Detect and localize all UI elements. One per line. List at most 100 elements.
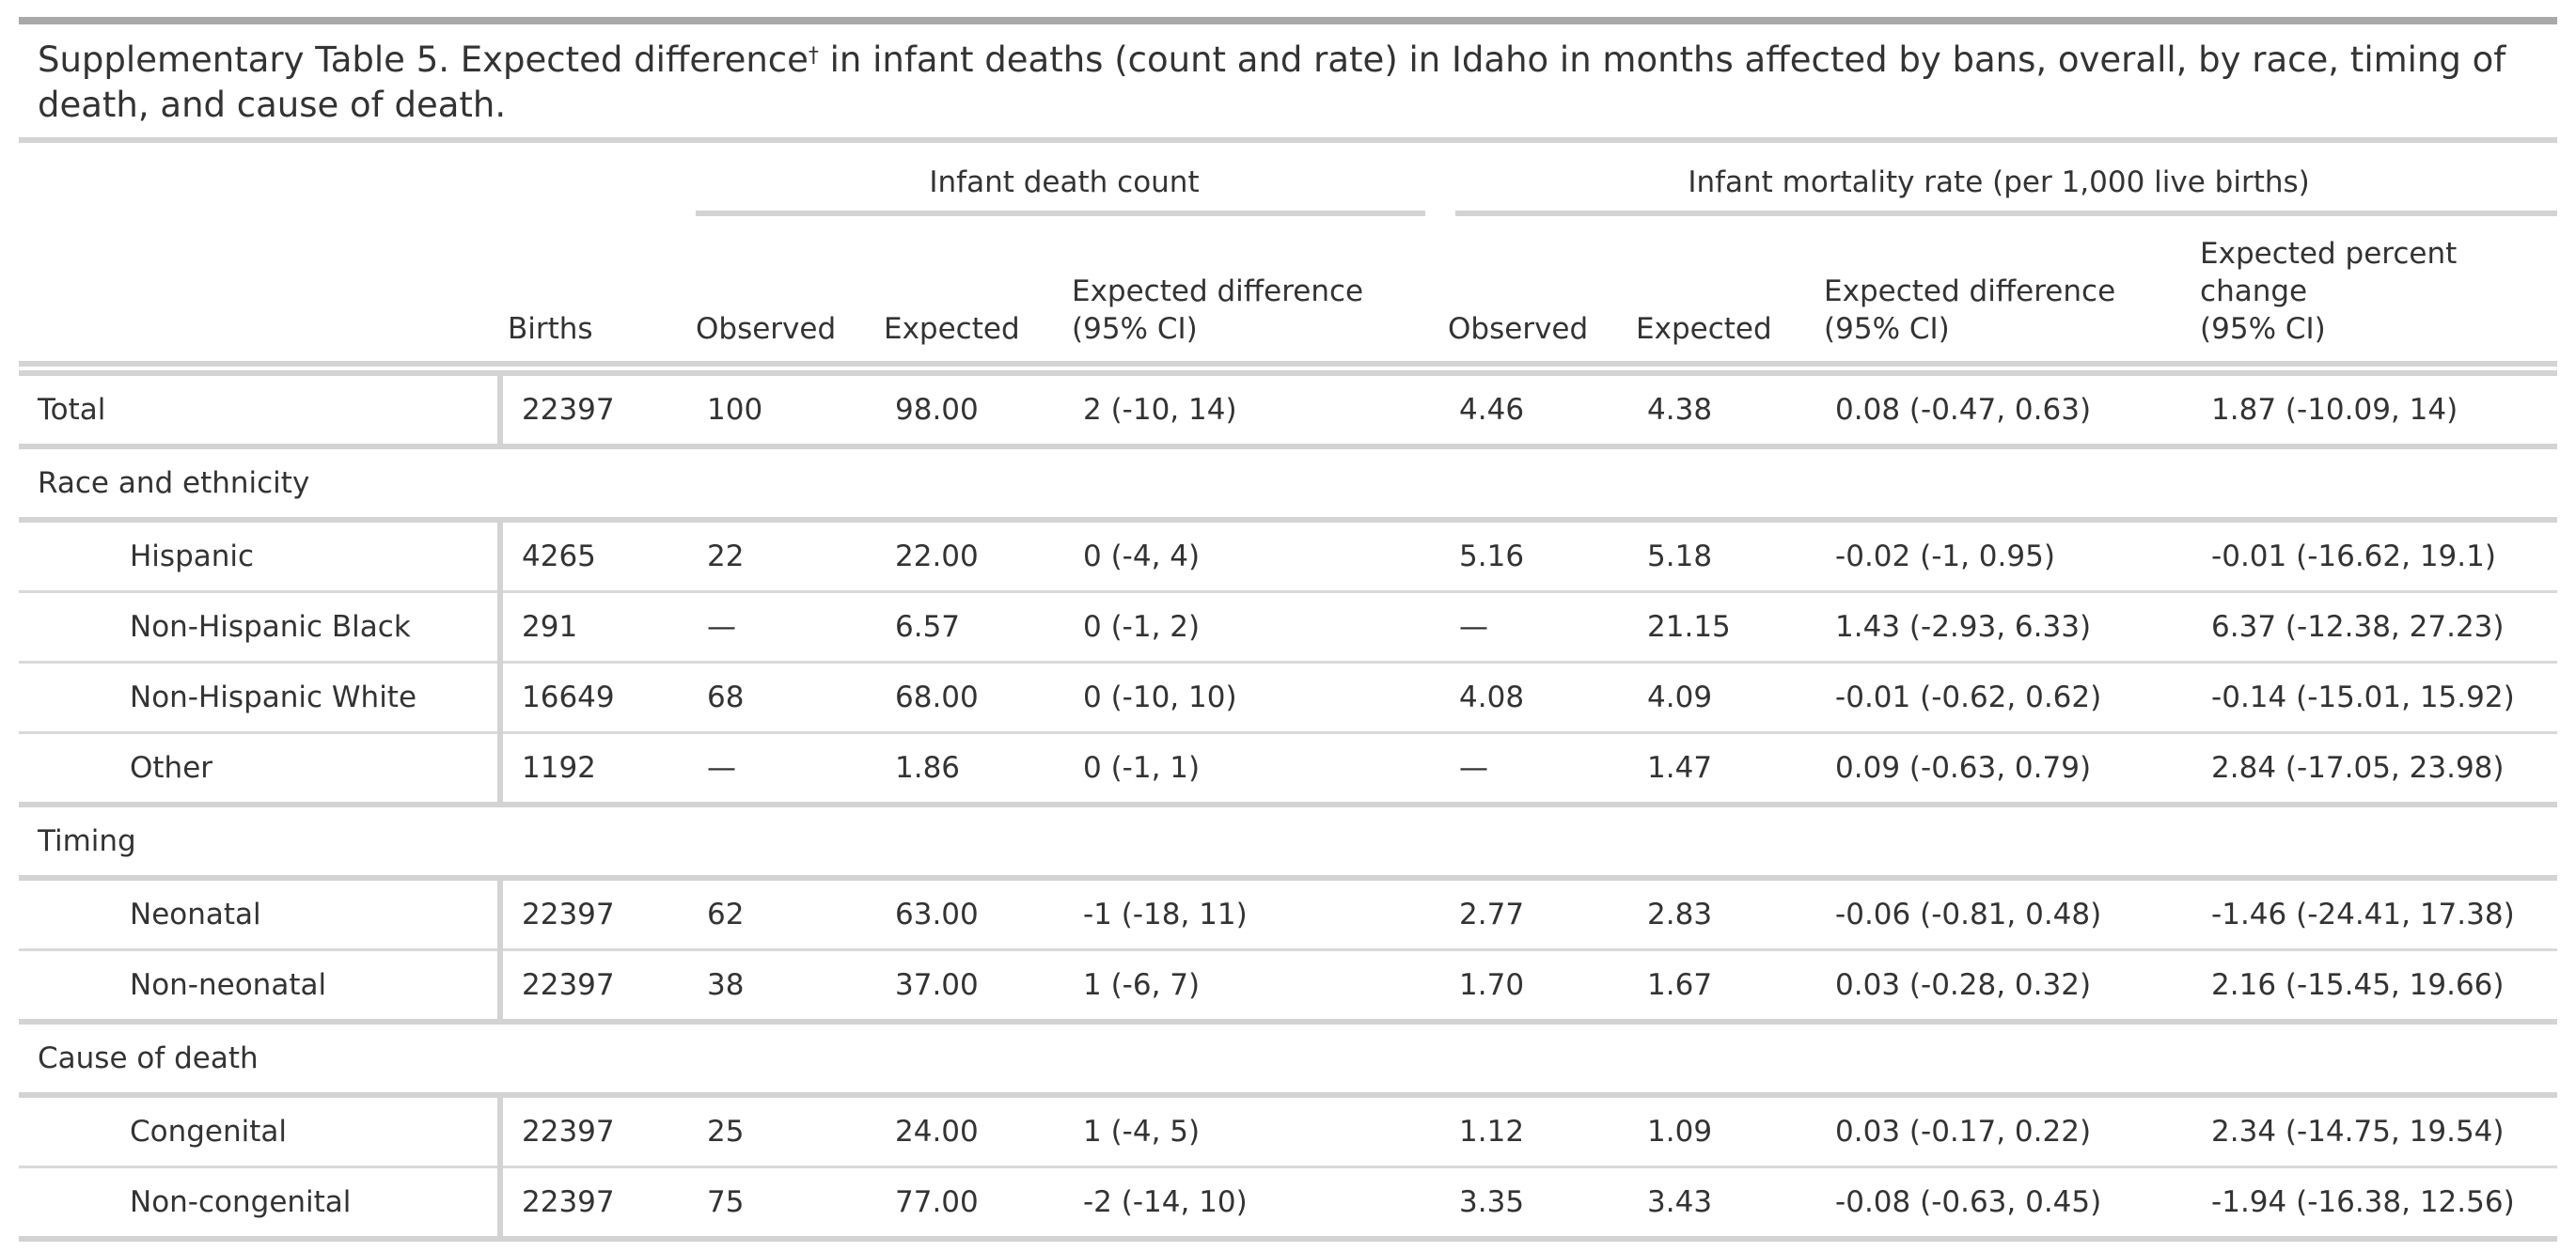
cell-count-diff: 1 (-6, 7) <box>1064 949 1441 1025</box>
cell-rate-diff: -0.08 (-0.63, 0.45) <box>1816 1166 2193 1242</box>
cell-births: 1192 <box>500 732 688 807</box>
cell-pct-change: 6.37 (-12.38, 27.23) <box>2192 591 2558 664</box>
table-row: Hispanic 4265 22 22.00 0 (-4, 4) 5.16 5.… <box>19 520 2558 593</box>
col-count-diff: Expected difference (95% CI) <box>1072 274 1364 346</box>
cell-rate-observed: 1.70 <box>1440 949 1629 1025</box>
cell-count-observed: 25 <box>688 1095 876 1168</box>
stub-header <box>19 216 500 364</box>
col-births: Births <box>508 312 593 346</box>
spanner-lines-row <box>19 211 2558 216</box>
cell-rate-observed: 1.12 <box>1440 1095 1629 1168</box>
cell-rate-diff: 0.09 (-0.63, 0.79) <box>1816 732 2193 807</box>
cell-rate-observed: 2.77 <box>1440 878 1629 951</box>
cell-rate-expected: 5.18 <box>1628 520 1817 593</box>
cell-count-expected: 24.00 <box>876 1095 1064 1168</box>
row-label: Total <box>19 373 503 449</box>
cell-count-diff: 1 (-4, 5) <box>1064 1095 1441 1168</box>
cell-count-observed: 75 <box>688 1166 876 1242</box>
cell-count-diff: -2 (-14, 10) <box>1064 1166 1441 1242</box>
group-row-race: Race and ethnicity <box>19 446 2558 523</box>
cell-count-diff: 0 (-1, 2) <box>1064 591 1441 664</box>
cell-births: 22397 <box>500 1166 688 1242</box>
cell-rate-observed: 4.08 <box>1440 662 1629 734</box>
table-row: Non-Hispanic Black 291 — 6.57 0 (-1, 2) … <box>19 591 2558 664</box>
table-row: Other 1192 — 1.86 0 (-1, 1) — 1.47 0.09 … <box>19 732 2558 807</box>
cell-count-observed: 22 <box>688 520 876 593</box>
group-label: Race and ethnicity <box>19 446 2558 523</box>
cell-count-observed: 68 <box>688 662 876 734</box>
table-row: Non-congenital 22397 75 77.00 -2 (-14, 1… <box>19 1166 2558 1242</box>
top-rule <box>19 17 2557 24</box>
cell-births: 22397 <box>500 949 688 1025</box>
caption-text-continued: in infant deaths (count and rate) in Ida… <box>38 39 2506 125</box>
group-label: Timing <box>19 805 2558 881</box>
spanner-rate-label: Infant mortality rate (per 1,000 live bi… <box>1688 165 2310 199</box>
col-rate-diff: Expected difference (95% CI) <box>1824 274 2116 346</box>
data-table: Infant death count Infant mortality rate… <box>19 143 2558 1242</box>
cell-rate-expected: 2.83 <box>1628 878 1817 951</box>
row-label: Congenital <box>19 1095 503 1168</box>
row-label: Other <box>19 732 503 807</box>
cell-rate-expected: 1.67 <box>1628 949 1817 1025</box>
cell-rate-observed: 4.46 <box>1440 373 1629 449</box>
spanner-count: Infant death count <box>688 143 1440 211</box>
cell-count-expected: 98.00 <box>876 373 1064 449</box>
cell-rate-observed: 3.35 <box>1440 1166 1629 1242</box>
dagger-footnote-mark: † <box>808 44 819 68</box>
cell-count-diff: -1 (-18, 11) <box>1064 878 1441 951</box>
group-label: Cause of death <box>19 1022 2558 1098</box>
cell-pct-change: -1.46 (-24.41, 17.38) <box>2192 878 2558 951</box>
column-header-row: Births Observed Expected Expected differ… <box>19 216 2558 364</box>
cell-pct-change: -0.01 (-16.62, 19.1) <box>2192 520 2558 593</box>
table-row: Non-Hispanic White 16649 68 68.00 0 (-10… <box>19 662 2558 734</box>
cell-births: 22397 <box>500 878 688 951</box>
cell-rate-expected: 4.38 <box>1628 373 1817 449</box>
cell-rate-diff: 0.03 (-0.17, 0.22) <box>1816 1095 2193 1168</box>
cell-rate-expected: 4.09 <box>1628 662 1817 734</box>
cell-births: 22397 <box>500 373 688 449</box>
cell-count-observed: 62 <box>688 878 876 951</box>
row-label: Neonatal <box>19 878 503 951</box>
cell-pct-change: 2.16 (-15.45, 19.66) <box>2192 949 2558 1025</box>
cell-rate-observed: — <box>1440 591 1629 664</box>
cell-count-diff: 0 (-1, 1) <box>1064 732 1441 807</box>
cell-rate-diff: 0.03 (-0.28, 0.32) <box>1816 949 2193 1025</box>
cell-rate-diff: -0.02 (-1, 0.95) <box>1816 520 2193 593</box>
cell-count-observed: 100 <box>688 373 876 449</box>
cell-count-expected: 6.57 <box>876 591 1064 664</box>
table-caption: Supplementary Table 5. Expected differen… <box>19 24 2557 137</box>
cell-pct-change: 2.84 (-17.05, 23.98) <box>2192 732 2558 807</box>
spanner-rate-underline <box>1455 211 2558 216</box>
spanner-rate: Infant mortality rate (per 1,000 live bi… <box>1440 143 2557 211</box>
row-label: Non-Hispanic Black <box>19 591 503 664</box>
caption-rule <box>19 137 2557 143</box>
cell-rate-observed: 5.16 <box>1440 520 1629 593</box>
col-rate-observed: Observed <box>1448 312 1589 346</box>
col-rate-expected: Expected <box>1636 312 1772 346</box>
cell-count-expected: 63.00 <box>876 878 1064 951</box>
table-row-total: Total 22397 100 98.00 2 (-10, 14) 4.46 4… <box>19 373 2558 449</box>
cell-rate-expected: 1.09 <box>1628 1095 1817 1168</box>
cell-rate-diff: 1.43 (-2.93, 6.33) <box>1816 591 2193 664</box>
cell-count-observed: — <box>688 732 876 807</box>
spanner-count-label: Infant death count <box>929 165 1200 199</box>
row-label: Non-neonatal <box>19 949 503 1025</box>
spanner-row: Infant death count Infant mortality rate… <box>19 143 2557 211</box>
col-count-observed: Observed <box>696 312 837 346</box>
cell-pct-change: -0.14 (-15.01, 15.92) <box>2192 662 2558 734</box>
caption-text: Supplementary Table 5. Expected differen… <box>38 39 809 80</box>
col-pct-change: Expected percent change (95% CI) <box>2200 237 2458 346</box>
table-row: Non-neonatal 22397 38 37.00 1 (-6, 7) 1.… <box>19 949 2558 1025</box>
cell-pct-change: 2.34 (-14.75, 19.54) <box>2192 1095 2558 1168</box>
cell-count-diff: 0 (-10, 10) <box>1064 662 1441 734</box>
group-row-cause: Cause of death <box>19 1022 2558 1098</box>
cell-births: 291 <box>500 591 688 664</box>
cell-count-diff: 2 (-10, 14) <box>1064 373 1441 449</box>
cell-rate-expected: 3.43 <box>1628 1166 1817 1242</box>
cell-count-expected: 77.00 <box>876 1166 1064 1242</box>
spanner-blank <box>19 143 688 211</box>
row-label: Non-congenital <box>19 1166 503 1242</box>
cell-pct-change: -1.94 (-16.38, 12.56) <box>2192 1166 2558 1242</box>
cell-rate-expected: 21.15 <box>1628 591 1817 664</box>
cell-rate-expected: 1.47 <box>1628 732 1817 807</box>
